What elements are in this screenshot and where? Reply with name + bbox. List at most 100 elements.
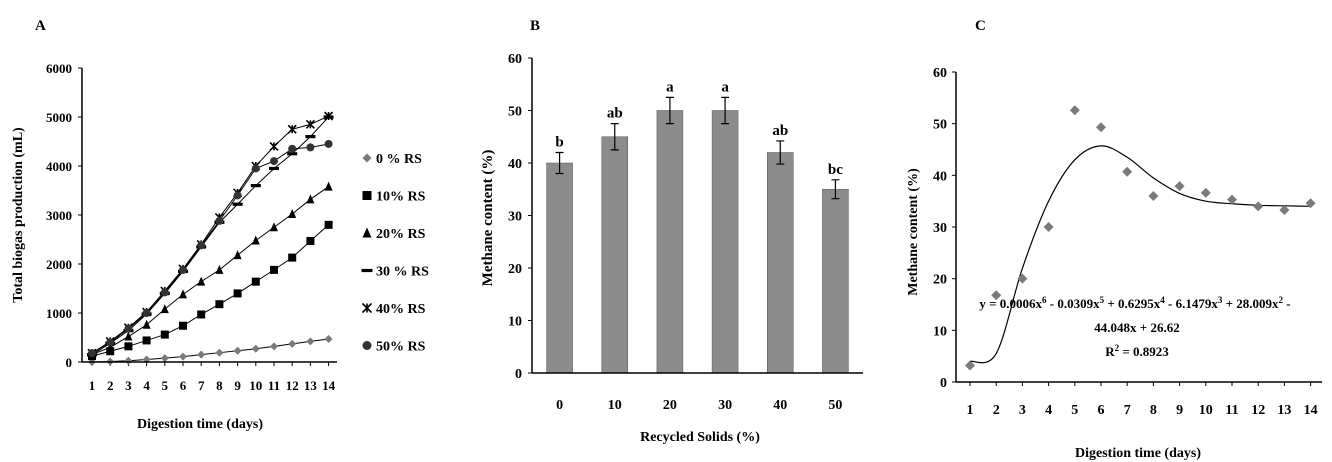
- panel-c-x-tick-label: 2: [993, 403, 1000, 418]
- panel-c-equation-line-1: y = 0.0006x6 - 0.0309x5 + 0.6295x4 - 6.1…: [979, 295, 1290, 311]
- panel-a-y-tick-label: 4000: [46, 159, 72, 174]
- panel-a-data-point: [197, 310, 206, 319]
- panel-a-data-point: [233, 289, 242, 298]
- panel-a-data-point: [233, 346, 242, 355]
- panel-a-data-point: [142, 336, 151, 345]
- panel-b-bar-group: ab 40: [767, 123, 794, 413]
- panel-a-data-point: [305, 135, 316, 139]
- panel-b-error-bar: [665, 96, 674, 125]
- panel-b-significance-label: a: [666, 79, 674, 95]
- panel-c-data-point: [1017, 273, 1028, 284]
- panel-b-x-tick-label: 10: [608, 398, 622, 413]
- panel-b-bar-group: b0: [546, 135, 573, 413]
- panel-c-equation-exponent: 3: [1218, 295, 1223, 305]
- panel-a-data-point: [288, 144, 297, 153]
- panel-a-data-point: [270, 265, 278, 274]
- panel-a-x-axis-title: Digestion time (days): [137, 417, 263, 432]
- panel-a-data-point: [324, 111, 334, 121]
- panel-c-data-point: [991, 290, 1002, 301]
- panel-c-x-tick-label: 3: [1019, 403, 1026, 418]
- panel-b-y-tick-label: 50: [508, 105, 522, 120]
- panel-c-x-tick-label: 12: [1251, 403, 1265, 418]
- panel-a-data-point: [124, 356, 133, 365]
- panel-b-x-tick-label: 40: [773, 398, 787, 413]
- panel-b-x-tick-label: 0: [556, 398, 563, 413]
- panel-c-equation-line-2: 44.048x + 26.62: [1094, 320, 1179, 335]
- panel-c-y-tick-label: 0: [940, 376, 947, 391]
- panel-a-x-tick-label: 12: [286, 378, 299, 393]
- panel-c-data-point: [1227, 194, 1237, 205]
- panel-a-data-point: [215, 216, 224, 225]
- panel-a-data-point: [160, 288, 169, 297]
- panel-c-data-point: [1122, 166, 1133, 177]
- panel-c-equation-term: y = 0.0006x: [979, 296, 1042, 311]
- panel-a-x-tick-label: 7: [198, 378, 205, 393]
- panel-b-y-tick-label: 10: [508, 315, 522, 330]
- panel-b-bar-group: a 20: [656, 79, 684, 413]
- panel-a-data-point: [324, 139, 333, 148]
- panel-c-y-tick-label: 10: [933, 324, 947, 339]
- panel-a-data-point: [215, 348, 224, 357]
- panel-c-x-tick-label: 9: [1176, 403, 1183, 418]
- panel-b-label: B: [530, 18, 540, 34]
- panel-a-data-point: [288, 339, 297, 348]
- panel-b-y-tick-label: 0: [515, 367, 522, 382]
- panel-c-r-squared-symbol: R: [1105, 344, 1115, 359]
- panel-a-data-point: [215, 300, 224, 309]
- panel-a-x-ticks: 1 2 3 4 5 6 7 8 9 10 11 12 13 14: [89, 362, 336, 393]
- panel-c-data-point: [965, 360, 975, 371]
- panel-a-data-point: [106, 342, 115, 352]
- panel-b-bar: [546, 162, 573, 374]
- panel-c-points: [965, 105, 1316, 371]
- panel-c-y-tick-label: 20: [933, 273, 947, 288]
- panel-b-y-tick-label: 30: [508, 210, 522, 225]
- panel-c-x-ticks: 1 2 3 4 5 6 7 8 9 10 11 12 13 14: [967, 382, 1318, 418]
- panel-c-y-axis-title: Methane content (%): [906, 168, 921, 296]
- panel-a-data-point: [251, 344, 260, 353]
- panel-c-r-squared: R2 = 0.8923: [1105, 343, 1169, 359]
- panel-a-legend-label: 0 % RS: [376, 152, 422, 167]
- panel-a-series-3: [87, 115, 334, 357]
- panel-a-data-point: [88, 349, 96, 358]
- panel-b-y-axis-title: Methane content (%): [480, 150, 496, 287]
- panel-c-equation-term: - 0.0309x: [1047, 296, 1101, 311]
- panel-a-x-tick-label: 6: [180, 378, 187, 393]
- panel-c-data-point: [1069, 105, 1080, 116]
- panel-a-data-point: [160, 304, 169, 314]
- panel-a-data-point: [270, 222, 278, 232]
- panel-c-equation-exponent: 4: [1160, 295, 1165, 305]
- panel-b-significance-label: ab: [772, 123, 788, 139]
- panel-b-bar: [656, 110, 684, 374]
- panel-a-data-point: [251, 235, 260, 245]
- panel-a-data-point: [270, 157, 278, 166]
- panel-a-data-point: [324, 334, 333, 343]
- panel-c-data-point: [1200, 187, 1211, 198]
- panel-c-x-axis-title: Digestion time (days): [1075, 446, 1201, 461]
- panel-b-error-bar: [831, 179, 840, 200]
- panel-a-x-tick-label: 13: [304, 378, 318, 393]
- panel-a-legend: 0 % RS 10% RS 20% RS 30 % RS 40% RS 50% RS: [361, 152, 429, 355]
- panel-c-x-tick-label: 6: [1098, 403, 1105, 418]
- panel-c-y-tick-label: 40: [933, 169, 947, 184]
- panel-a-data-point: [142, 309, 151, 317]
- panel-a-data-point: [324, 181, 333, 191]
- panel-a-data-point: [287, 152, 298, 156]
- panel-a-y-tick-label: 6000: [46, 61, 72, 76]
- panel-b-bar: [767, 152, 794, 374]
- panel-a-data-point: [287, 124, 297, 134]
- panel-c-x-tick-label: 5: [1071, 403, 1078, 418]
- panel-a-legend-label: 40% RS: [376, 302, 426, 317]
- panel-c-data-point: [1279, 204, 1290, 215]
- panel-a-data-point: [179, 321, 187, 330]
- panel-c-equation-exponent: 6: [1042, 295, 1047, 305]
- panel-c-equation-term: - 6.1479x: [1165, 296, 1219, 311]
- panel-a-data-point: [288, 253, 297, 262]
- panel-a-data-point: [306, 236, 315, 245]
- panel-b-error-bar: [776, 140, 785, 165]
- panel-a-legend-marker: [362, 341, 372, 350]
- panel-c-x-tick-label: 11: [1225, 403, 1238, 418]
- panel-a-x-tick-label: 11: [268, 378, 280, 393]
- panel-a-y-tick-label: 0: [66, 355, 73, 370]
- panel-a-data-point: [251, 164, 260, 173]
